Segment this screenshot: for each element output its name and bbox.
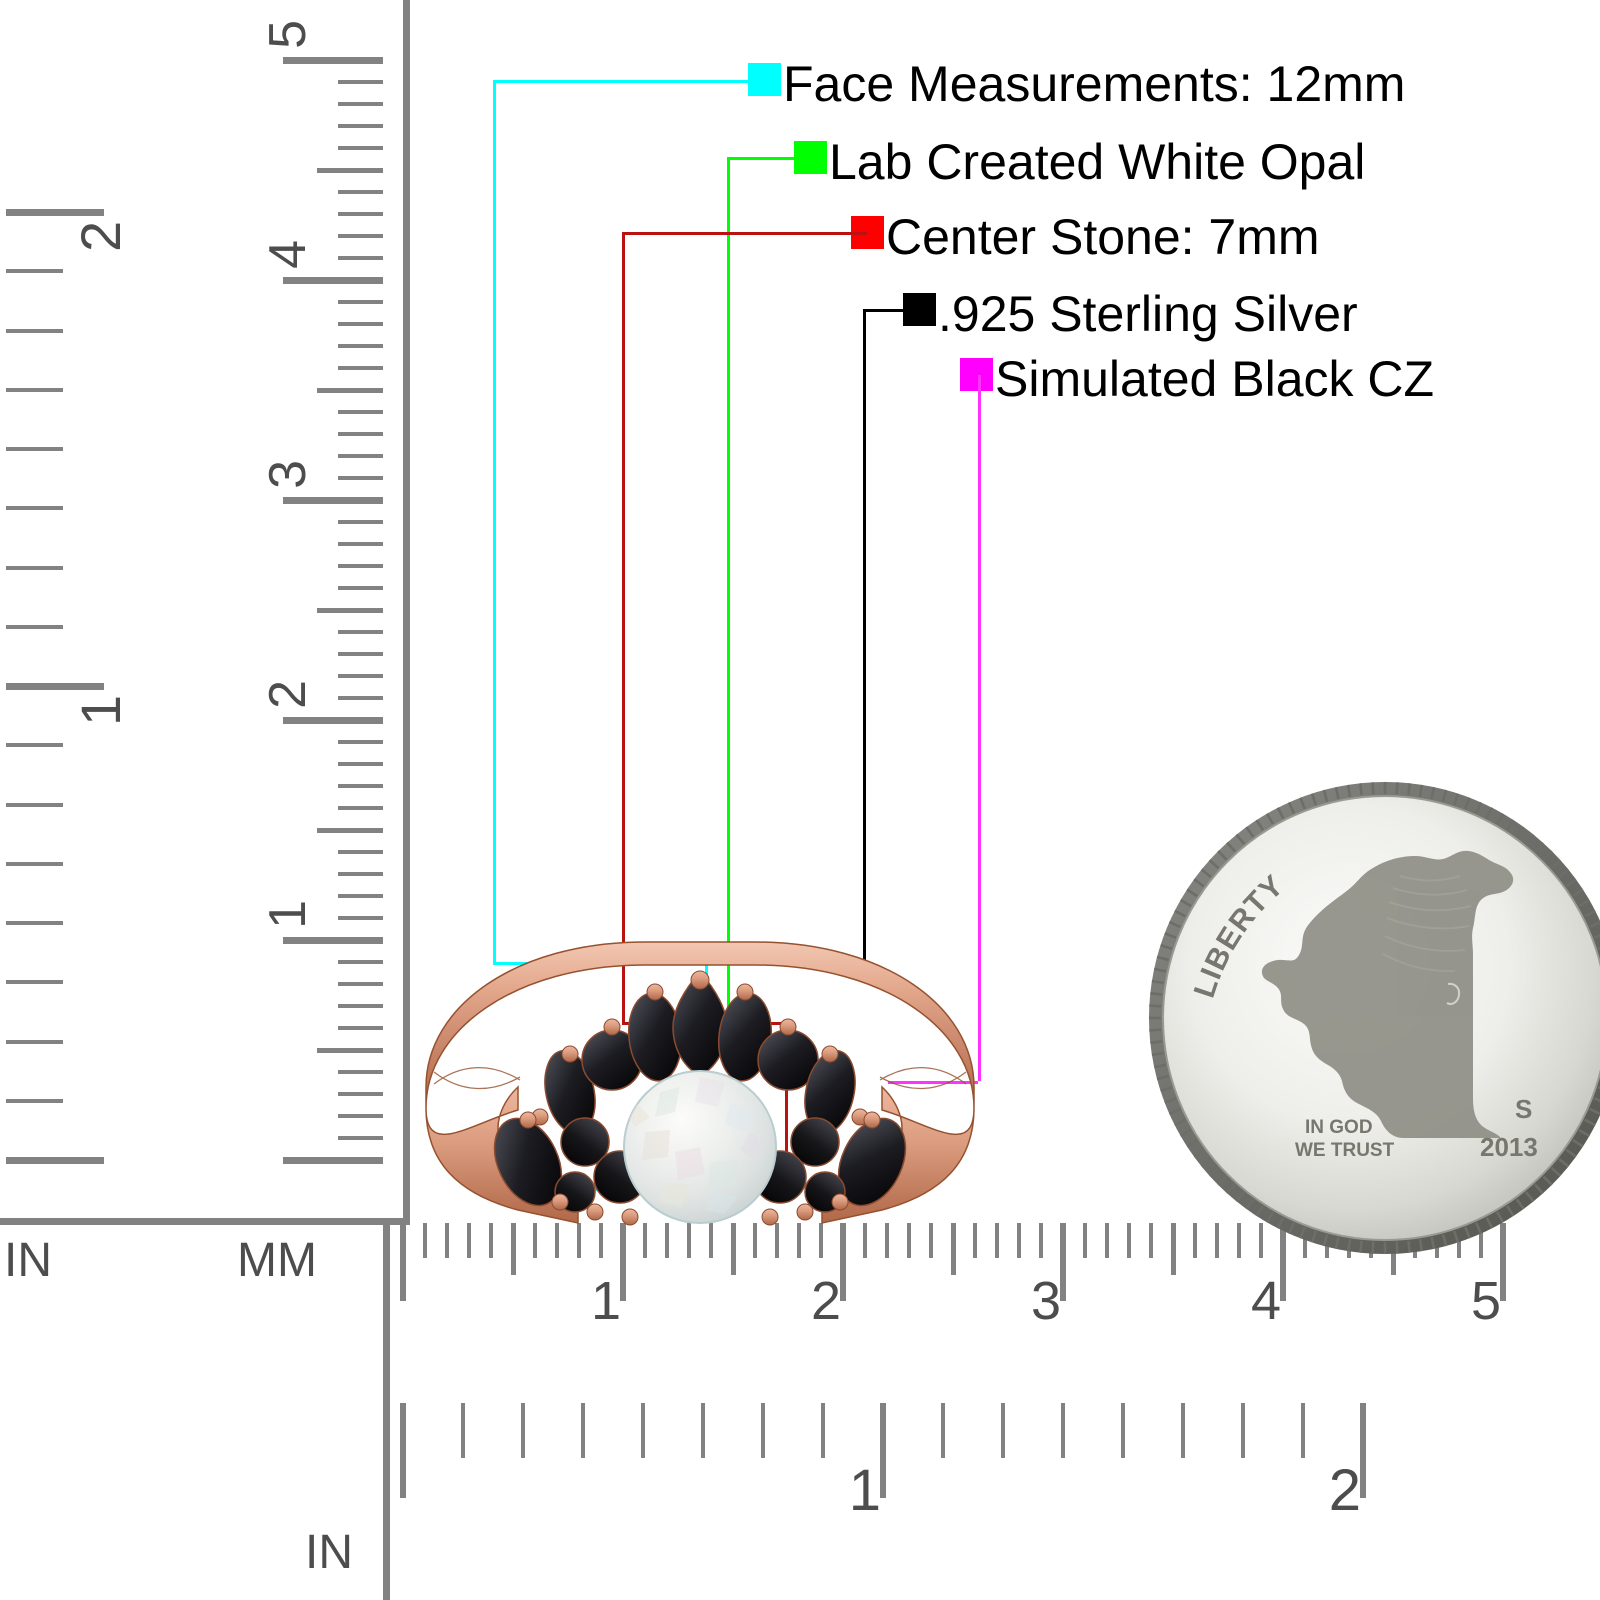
svg-text:S: S bbox=[1515, 1094, 1532, 1124]
svg-text:IN GOD: IN GOD bbox=[1305, 1117, 1373, 1138]
svg-text:2013: 2013 bbox=[1480, 1132, 1538, 1162]
svg-text:WE TRUST: WE TRUST bbox=[1295, 1140, 1395, 1161]
